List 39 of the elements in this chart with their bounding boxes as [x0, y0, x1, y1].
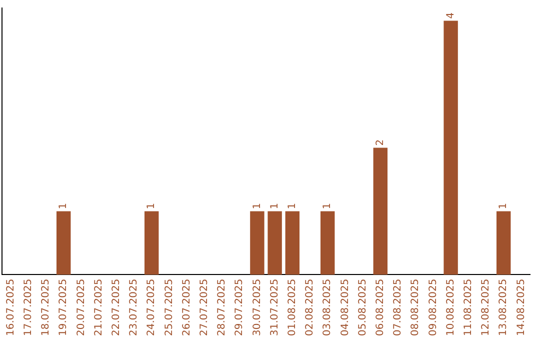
x-tick-label: 17.07.2025: [22, 278, 34, 336]
x-tick-label: 21.07.2025: [93, 278, 104, 336]
data-label: 4: [445, 12, 456, 19]
x-tick-label: 04.08.2025: [340, 278, 351, 336]
x-tick-label: 18.07.2025: [40, 278, 52, 336]
x-tick-label: 28.07.2025: [216, 278, 228, 336]
x-tick-label: 22.07.2025: [110, 278, 122, 336]
x-tick-label: 06.08.2025: [374, 278, 386, 336]
x-tick-label: 30.07.2025: [252, 278, 263, 336]
x-tick-label: 03.08.2025: [322, 278, 334, 336]
x-tick-label: 26.07.2025: [181, 278, 192, 336]
x-tick-label: 07.08.2025: [392, 278, 404, 336]
x-tick-label: 09.08.2025: [428, 278, 439, 336]
x-tick-label: 16.07.2025: [5, 278, 16, 336]
data-label: 2: [374, 139, 386, 146]
x-tick-label: 08.08.2025: [410, 278, 422, 336]
x-tick-label: 25.07.2025: [164, 278, 175, 336]
data-label: 1: [322, 202, 334, 210]
x-tick-label: 01.08.2025: [286, 278, 298, 336]
x-tick-label: 14.08.2025: [516, 278, 527, 336]
x-tick-label: 05.08.2025: [357, 278, 368, 336]
x-tick-label: 23.07.2025: [128, 278, 140, 336]
x-tick-label: 12.08.2025: [480, 278, 492, 336]
x-tick-label: 10.08.2025: [445, 278, 456, 336]
x-tick-label: 13.08.2025: [498, 278, 510, 336]
x-tick-label: 11.08.2025: [462, 278, 474, 336]
x-tick-label: 19.07.2025: [58, 278, 70, 336]
x-tick-label: 31.07.2025: [269, 278, 280, 336]
x-tick-label: 27.07.2025: [198, 278, 210, 336]
x-tick-label: 20.07.2025: [76, 278, 87, 336]
data-label: 1: [146, 202, 158, 210]
x-tick-label: 02.08.2025: [304, 278, 316, 336]
data-label: 1: [498, 202, 510, 210]
x-tick-label: 29.07.2025: [234, 278, 246, 336]
data-label: 1: [58, 202, 70, 210]
data-label: 1: [286, 202, 298, 210]
x-tick-label: 24.07.2025: [146, 278, 158, 336]
data-label: 1: [252, 202, 263, 210]
data-label: 1: [269, 202, 280, 210]
